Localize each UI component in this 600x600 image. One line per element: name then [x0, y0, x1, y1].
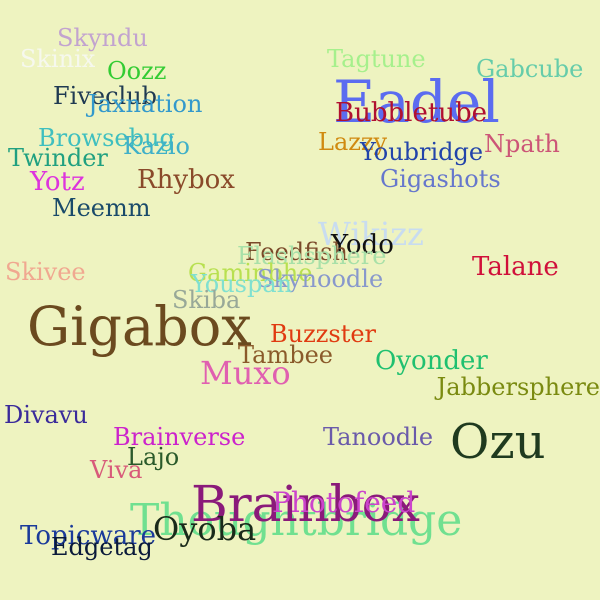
- word-brainbox: Brainbox: [191, 475, 420, 533]
- word-divavu: Divavu: [4, 401, 88, 429]
- word-skivee: Skivee: [5, 258, 86, 286]
- word-oyoba: Oyoba: [153, 510, 257, 548]
- word-eadel: Eadel: [333, 68, 500, 136]
- word-browsebug: Browsebug: [38, 124, 175, 152]
- word-jaxnation: Jaxnation: [88, 90, 203, 118]
- word-wikizz: Wikizz: [318, 215, 424, 253]
- word-skiba: Skiba: [172, 286, 241, 314]
- word-buzzster: Buzzster: [270, 320, 377, 348]
- word-edgetag: Edgetag: [51, 533, 153, 561]
- word-tanoodle: Tanoodle: [323, 423, 434, 451]
- word-youbridge: Youbridge: [360, 138, 484, 166]
- word-lazzy: Lazzy: [318, 128, 388, 156]
- word-topicware: Topicware: [20, 521, 157, 551]
- word-flashsphere: Flashsphere: [237, 242, 387, 270]
- word-gigashots: Gigashots: [380, 165, 501, 193]
- word-lajo: Lajo: [127, 443, 180, 471]
- word-bubbletube: Bubbletube: [335, 98, 488, 128]
- word-yodo: Yodo: [331, 230, 394, 260]
- word-skyndu: Skyndu: [57, 24, 148, 52]
- word-youspan: Youspan: [191, 270, 293, 298]
- word-jabbersphere: Jabbersphere: [436, 373, 600, 401]
- word-yotz: Yotz: [30, 167, 85, 197]
- word-meemm: Meemm: [52, 194, 151, 222]
- word-talane: Talane: [472, 252, 559, 282]
- word-photofeed: Photofeed: [272, 486, 416, 519]
- word-rhybox: Rhybox: [137, 165, 235, 195]
- word-skinix: Skinix: [20, 45, 96, 73]
- word-ozu: Ozu: [450, 414, 546, 470]
- word-npath: Npath: [484, 130, 560, 158]
- word-fiveclub: Fiveclub: [53, 82, 158, 110]
- word-tagtune: Tagtune: [327, 45, 426, 73]
- word-tambee: Tambee: [238, 341, 333, 369]
- word-muxo: Muxo: [200, 354, 291, 392]
- word-brainverse: Brainverse: [113, 423, 246, 451]
- word-gabcube: Gabcube: [476, 55, 584, 83]
- word-oyonder: Oyonder: [375, 346, 488, 376]
- word-twinder: Twinder: [8, 144, 108, 172]
- word-feedfish: Feedfish: [245, 238, 348, 266]
- word-thoughtbridge: Thoughtbridge: [130, 495, 463, 546]
- word-oozz: Oozz: [107, 57, 167, 85]
- word-viva: Viva: [90, 456, 143, 484]
- word-kazio: Kazio: [123, 132, 191, 160]
- word-skynoodle: Skynoodle: [257, 265, 384, 293]
- word-gigabox: Gigabox: [27, 295, 252, 358]
- word-gaminbhe: Gaminbhe: [188, 259, 313, 287]
